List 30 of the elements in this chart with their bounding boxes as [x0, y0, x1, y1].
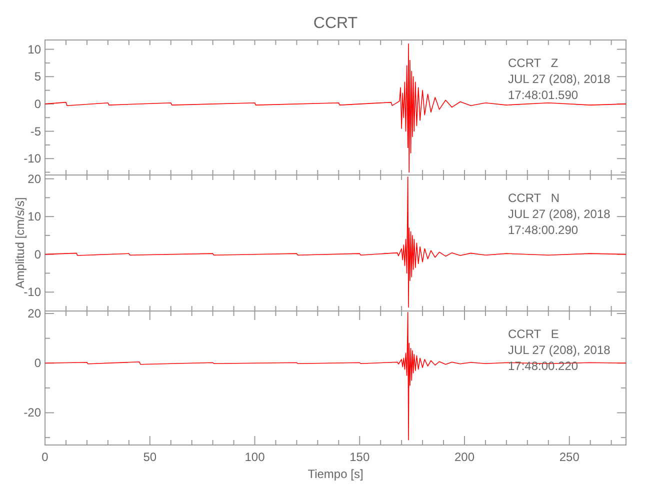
- line-series: [45, 312, 626, 440]
- y-tick-label: 20: [28, 306, 42, 320]
- y-tick-label: 10: [28, 42, 42, 56]
- line-series: [45, 43, 626, 173]
- annotation: CCRT E: [508, 327, 559, 341]
- annotation: CCRT Z: [508, 56, 558, 70]
- annotation: CCRT N: [508, 191, 560, 205]
- chart-title: CCRT: [313, 15, 358, 32]
- y-tick-label: 0: [34, 247, 42, 262]
- annotation: JUL 27 (208), 2018: [508, 207, 611, 221]
- annotation: JUL 27 (208), 2018: [508, 343, 611, 357]
- y-tick-label: 0: [34, 96, 42, 111]
- y-tick-label: -10: [24, 152, 42, 166]
- line-series: [45, 176, 626, 308]
- x-axis-title: Tiempo [s]: [308, 467, 364, 481]
- x-tick-label: 50: [143, 450, 157, 464]
- x-tick-label: 100: [244, 450, 266, 464]
- y-tick-label: 10: [28, 210, 42, 224]
- x-tick-label: 250: [559, 450, 580, 464]
- y-tick-label: -5: [30, 124, 42, 138]
- x-tick-label: 200: [454, 450, 475, 464]
- y-tick-label: 0: [34, 356, 42, 370]
- annotation: 17:48:01.590: [508, 88, 578, 102]
- annotation: 17:48:00.220: [508, 359, 578, 373]
- y-tick-label: 20: [28, 172, 42, 186]
- annotation: JUL 27 (208), 2018: [508, 72, 611, 86]
- annotation: 17:48:00.290: [508, 223, 578, 237]
- y-tick-label: 5: [34, 70, 42, 84]
- x-tick-label: 150: [350, 450, 370, 464]
- y-tick-label: -20: [24, 406, 42, 420]
